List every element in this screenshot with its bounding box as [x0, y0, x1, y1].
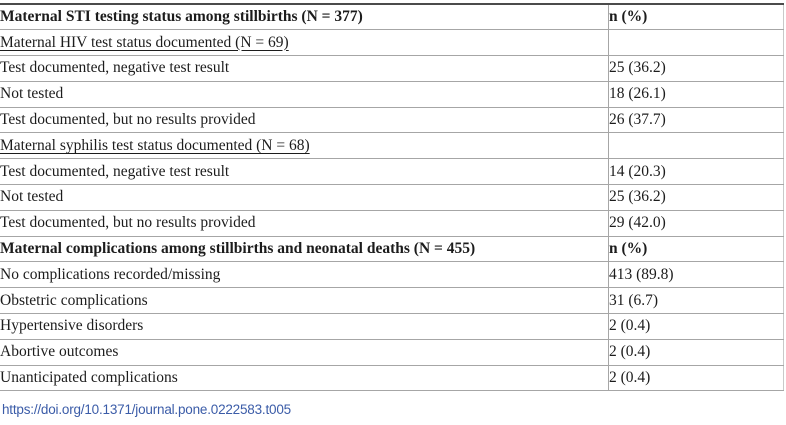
- table-body: Maternal STI testing status among stillb…: [0, 4, 784, 392]
- table-row: Test documented, negative test result 25 …: [0, 55, 784, 82]
- row-value-cell: 2 (0.4): [608, 365, 784, 392]
- row-value-cell: 18 (26.1): [608, 81, 784, 108]
- row-label-cell: Test documented, but no results provided: [0, 107, 609, 134]
- row-label: Obstetric complications: [0, 291, 148, 309]
- row-label-cell: Obstetric complications: [0, 287, 609, 315]
- table-row: Abortive outcomes 2 (0.4): [0, 339, 784, 366]
- row-label-cell: Test documented, negative test result: [0, 55, 609, 82]
- table-row: Maternal STI testing status among stillb…: [0, 4, 784, 31]
- row-label: Abortive outcomes: [0, 343, 119, 361]
- table-row: Obstetric complications 31 (6.7): [0, 287, 784, 315]
- table-row: Unanticipated complications 2 (0.4): [0, 365, 784, 392]
- row-value-cell: 25 (36.2): [608, 55, 784, 82]
- row-value-cell: 413 (89.8): [608, 261, 784, 289]
- row-label-cell: Maternal complications among stillbirths…: [0, 236, 609, 263]
- row-label: Not tested: [0, 188, 64, 206]
- row-value-cell: [608, 29, 784, 57]
- row-label-cell: Maternal syphilis test status documented…: [0, 132, 609, 160]
- row-label: Test documented, but no results provided: [0, 111, 256, 129]
- row-label: Test documented, but no results provided: [0, 214, 256, 232]
- row-value-cell: 29 (42.0): [608, 210, 784, 237]
- row-label: Maternal HIV test status documented (N =…: [0, 33, 289, 51]
- row-label: Test documented, negative test result: [0, 59, 230, 77]
- row-label-cell: No complications recorded/missing: [0, 261, 609, 289]
- table-row: Hypertensive disorders 2 (0.4): [0, 313, 784, 340]
- table-row: Test documented, but no results provided…: [0, 210, 784, 237]
- row-label-cell: Hypertensive disorders: [0, 313, 609, 340]
- row-value-cell: 2 (0.4): [608, 313, 784, 340]
- table-row: Not tested 25 (36.2): [0, 184, 784, 211]
- row-value-cell: [608, 132, 784, 160]
- row-label-cell: Test documented, negative test result: [0, 158, 609, 186]
- row-value-cell: 14 (20.3): [608, 158, 784, 186]
- table-footer: https://doi.org/10.1371/journal.pone.022…: [2, 401, 786, 419]
- row-label-cell: Unanticipated complications: [0, 365, 609, 392]
- doi-link[interactable]: https://doi.org/10.1371/journal.pone.022…: [2, 402, 291, 418]
- row-label: Unanticipated complications: [0, 369, 178, 387]
- row-value-cell: 25 (36.2): [608, 184, 784, 211]
- row-label: No complications recorded/missing: [0, 265, 221, 283]
- row-label: Maternal syphilis test status documented…: [0, 136, 310, 154]
- table-row: Maternal HIV test status documented (N =…: [0, 29, 784, 57]
- row-label-cell: Not tested: [0, 184, 609, 211]
- row-label-cell: Abortive outcomes: [0, 339, 609, 366]
- row-value-cell: n (%): [608, 236, 784, 263]
- row-value-cell: 2 (0.4): [608, 339, 784, 366]
- row-value-cell: n (%): [608, 4, 784, 31]
- row-value-cell: 26 (37.7): [608, 107, 784, 134]
- table-row: Not tested 18 (26.1): [0, 81, 784, 108]
- table-row: No complications recorded/missing 413 (89…: [0, 261, 784, 289]
- row-label-cell: Maternal HIV test status documented (N =…: [0, 29, 609, 57]
- row-label: Hypertensive disorders: [0, 317, 144, 335]
- table-row: Maternal complications among stillbirths…: [0, 236, 784, 263]
- row-label-cell: Test documented, but no results provided: [0, 210, 609, 237]
- row-label: Test documented, negative test result: [0, 162, 230, 180]
- table-row: Test documented, but no results provided…: [0, 107, 784, 134]
- stillbirth-sti-complications-table: Maternal STI testing status among stillb…: [0, 3, 784, 392]
- table-row: Maternal syphilis test status documented…: [0, 132, 784, 160]
- row-value-cell: 31 (6.7): [608, 287, 784, 315]
- row-label: Not tested: [0, 85, 64, 103]
- row-label: Maternal STI testing status among stillb…: [0, 8, 363, 26]
- row-label-cell: Maternal STI testing status among stillb…: [0, 4, 609, 31]
- row-label-cell: Not tested: [0, 81, 609, 108]
- row-label: Maternal complications among stillbirths…: [0, 240, 476, 258]
- table-row: Test documented, negative test result 14 …: [0, 158, 784, 186]
